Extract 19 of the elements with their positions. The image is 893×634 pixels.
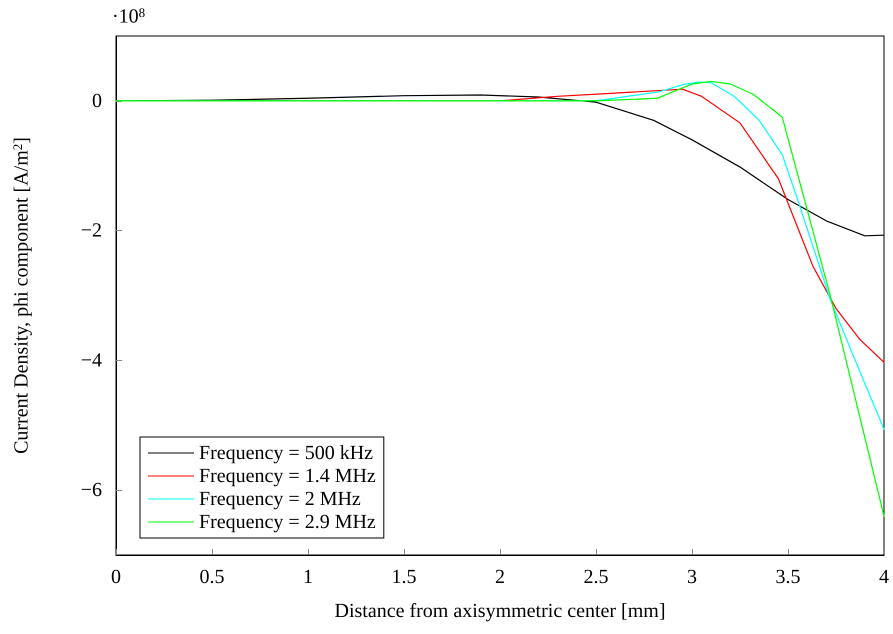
y-tick-label: −2	[80, 220, 102, 242]
legend-label: Frequency = 2 MHz	[199, 488, 361, 510]
y-tick-label: 0	[92, 90, 102, 112]
x-tick-label: 1	[303, 566, 313, 588]
x-tick-label: 3	[687, 566, 697, 588]
x-tick-label: 1.5	[392, 566, 416, 588]
x-tick-label: 3.5	[776, 566, 800, 588]
x-tick-label: 0	[111, 566, 121, 588]
y-tick-label: −4	[80, 349, 102, 372]
x-tick-label: 2.5	[584, 566, 608, 588]
y-axis-title: Current Density, phi component [A/m2]	[10, 137, 32, 454]
legend-label: Frequency = 500 kHz	[199, 442, 374, 464]
y-tick-label: −6	[80, 479, 102, 502]
legend-label: Frequency = 2.9 MHz	[199, 511, 376, 533]
x-tick-label: 0.5	[200, 566, 224, 588]
x-tick-label: 4	[879, 566, 889, 588]
legend-label: Frequency = 1.4 MHz	[199, 465, 376, 487]
x-tick-label: 2	[495, 566, 505, 588]
x-axis-title: Distance from axisymmetric center [mm]	[334, 600, 666, 622]
